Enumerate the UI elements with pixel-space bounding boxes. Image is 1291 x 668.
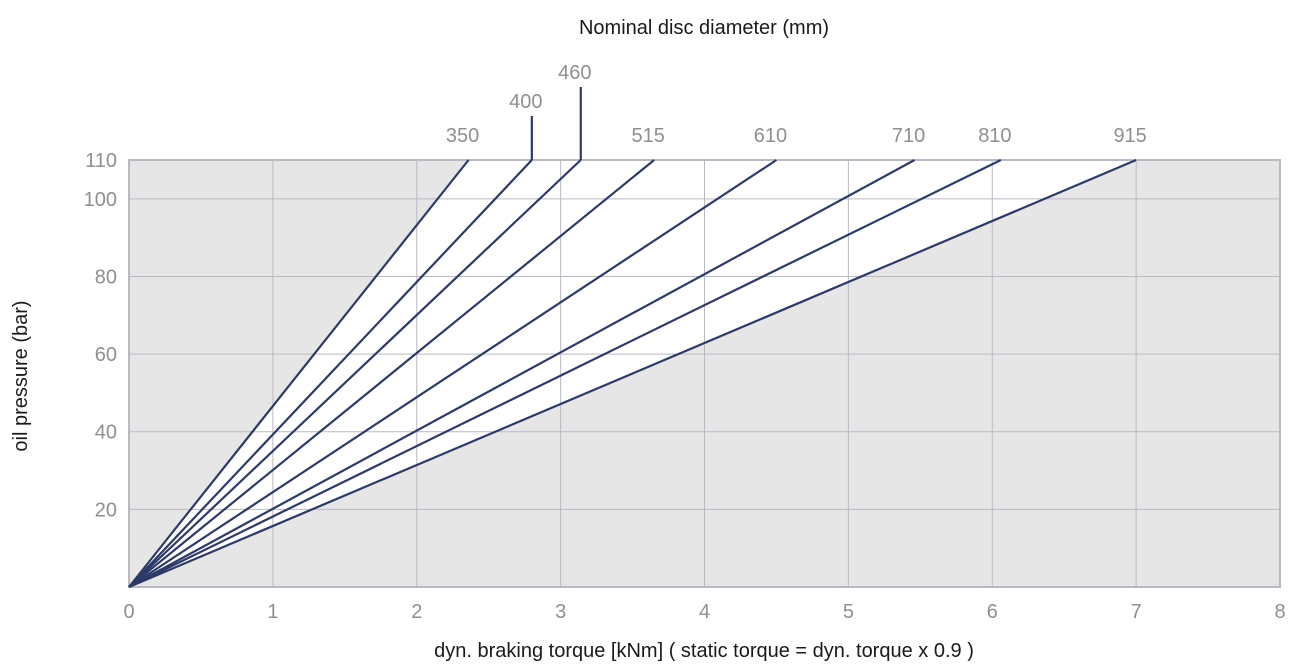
series-label-515: 515 — [631, 125, 664, 147]
series-label-710: 710 — [892, 125, 925, 147]
x-tick-label: 8 — [1274, 601, 1285, 623]
series-line-610 — [128, 159, 778, 588]
series-line-350 — [128, 159, 470, 588]
x-axis-title: dyn. braking torque [kNm] ( static torqu… — [434, 640, 974, 662]
x-tick-label: 6 — [987, 601, 998, 623]
x-tick-label: 2 — [411, 601, 422, 623]
series-label-460: 460 — [558, 62, 591, 84]
chart-title: Nominal disc diameter (mm) — [579, 17, 829, 39]
x-tick-label: 1 — [267, 601, 278, 623]
plot-border — [128, 159, 1281, 588]
plot-area: 0 1 2 3 4 5 6 7 8 20 40 60 80 100 110 350 400 460 515 610 71… — [84, 62, 1286, 623]
x-tick-label: 5 — [843, 601, 854, 623]
series-line-400 — [128, 159, 533, 588]
series-line-710 — [128, 159, 916, 588]
y-tick-label: 60 — [95, 344, 117, 366]
series-line-515 — [128, 159, 655, 588]
series-label-350: 350 — [446, 125, 479, 147]
y-tick-label: 100 — [84, 189, 117, 211]
series-label-610: 610 — [754, 125, 787, 147]
series-line-460 — [128, 159, 582, 588]
series-line-810 — [128, 159, 1002, 588]
series-line-915 — [128, 158, 1137, 589]
series-label-400: 400 — [509, 91, 542, 113]
y-tick-label: 80 — [95, 266, 117, 288]
y-tick-label: 20 — [95, 499, 117, 521]
series-label-810: 810 — [978, 125, 1011, 147]
x-tick-label: 0 — [123, 601, 134, 623]
series-label-915: 915 — [1113, 125, 1146, 147]
y-tick-label: 110 — [85, 150, 117, 172]
y-tick-label: 40 — [95, 422, 117, 444]
x-tick-label: 4 — [699, 601, 710, 623]
x-tick-label: 7 — [1131, 601, 1142, 623]
y-axis-title: oil pressure (bar) — [10, 300, 32, 451]
x-tick-label: 3 — [555, 601, 566, 623]
